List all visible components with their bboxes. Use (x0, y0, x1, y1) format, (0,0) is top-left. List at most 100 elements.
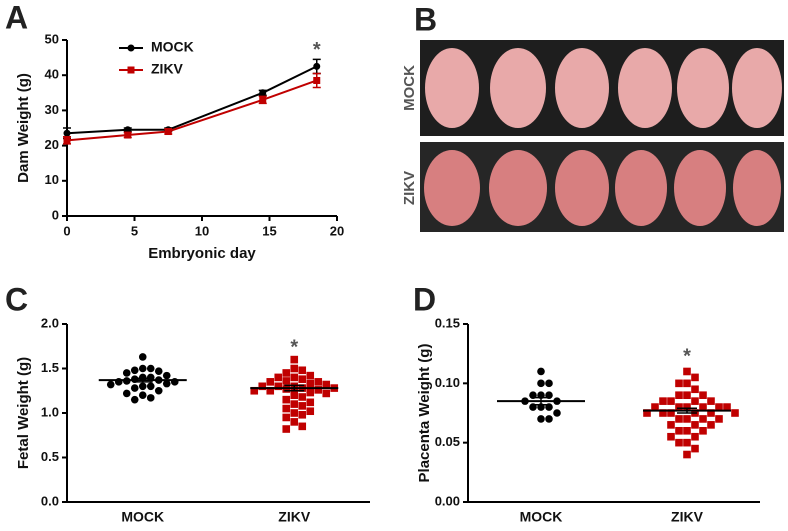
data-point (298, 375, 307, 383)
data-point (683, 415, 691, 423)
data-point (667, 421, 675, 429)
photo-panel: B MOCK ZIKV (401, 1, 784, 232)
data-point (259, 96, 267, 104)
data-point (643, 409, 651, 417)
data-point (691, 432, 699, 441)
data-point (298, 393, 307, 401)
legend-label: MOCK (151, 39, 194, 55)
data-point (675, 403, 683, 411)
data-point (537, 367, 545, 376)
x-tick-label: MOCK (520, 509, 563, 525)
y-tick-label: 0.10 (435, 375, 460, 390)
data-point (282, 377, 291, 385)
data-point (313, 76, 321, 84)
legend-marker (127, 44, 135, 52)
row-label: MOCK (401, 65, 418, 111)
data-point (290, 355, 299, 364)
data-point (731, 409, 739, 417)
x-tick-label: 15 (262, 223, 276, 238)
y-tick-label: 0.15 (435, 315, 460, 330)
data-point (683, 450, 691, 459)
data-point (691, 421, 699, 429)
panel-letter: B (414, 1, 437, 37)
annotation: * (313, 39, 321, 61)
data-point (130, 384, 139, 392)
data-point (130, 366, 139, 375)
y-axis-label: Placenta Weight (g) (416, 344, 433, 483)
data-point (306, 371, 315, 380)
data-point (290, 418, 299, 426)
y-axis-label: Fetal Weight (g) (15, 357, 32, 469)
data-point (290, 400, 299, 408)
x-axis-label: Embryonic day (148, 245, 256, 262)
data-point (306, 388, 315, 397)
y-tick-label: 2.0 (41, 315, 59, 330)
data-point (322, 380, 331, 389)
y-tick-label: 40 (45, 67, 59, 82)
data-point (659, 409, 667, 417)
sem-bar (531, 396, 551, 406)
data-point (282, 404, 291, 413)
data-point (659, 397, 667, 405)
data-point (282, 413, 291, 422)
data-point (290, 373, 299, 382)
data-point (124, 131, 132, 139)
data-point (154, 386, 163, 395)
data-point (146, 364, 155, 373)
data-point (667, 432, 675, 441)
data-point (106, 380, 115, 389)
data-point (675, 415, 683, 423)
data-point (63, 136, 71, 144)
x-tick-label: MOCK (121, 509, 164, 525)
y-tick-label: 0.5 (41, 449, 59, 464)
data-point (707, 397, 715, 405)
panel-letter: D (413, 281, 436, 317)
data-point (715, 403, 723, 411)
annotation: * (683, 346, 691, 368)
x-tick-label: ZIKV (278, 509, 311, 525)
data-point (266, 378, 275, 386)
data-point (537, 415, 545, 423)
legend-label: ZIKV (151, 61, 184, 77)
data-point (282, 369, 291, 377)
data-point (274, 382, 283, 391)
data-point (675, 427, 683, 435)
data-point (122, 369, 131, 377)
y-tick-label: 30 (45, 102, 59, 117)
data-point (683, 403, 691, 411)
data-point (138, 382, 147, 391)
data-point (691, 373, 699, 382)
y-axis-label: Dam Weight (g) (15, 73, 32, 183)
data-point (138, 353, 147, 361)
x-tick-label: 0 (63, 223, 70, 238)
panel-letter: A (5, 0, 28, 35)
data-point (138, 391, 147, 400)
data-point (258, 382, 267, 391)
data-point (667, 397, 675, 405)
y-tick-label: 50 (45, 31, 59, 46)
sem-bar (284, 384, 305, 392)
y-tick-label: 0.0 (41, 493, 59, 508)
annotation: * (290, 336, 298, 358)
data-point (553, 409, 561, 417)
data-point (667, 409, 675, 417)
y-tick-label: 1.0 (41, 404, 59, 419)
data-point (699, 391, 707, 399)
y-tick-label: 0 (52, 207, 59, 222)
data-point (266, 386, 275, 395)
data-point (699, 415, 707, 423)
data-point (314, 386, 323, 394)
data-point (683, 379, 691, 388)
data-point (707, 409, 715, 417)
data-point (707, 421, 715, 429)
data-point (314, 378, 323, 386)
data-point (298, 422, 307, 431)
data-point (164, 128, 172, 136)
legend-marker (127, 66, 135, 74)
data-point (306, 379, 315, 388)
data-point (138, 364, 147, 373)
data-point (691, 385, 699, 394)
data-point (306, 398, 315, 407)
data-point (124, 126, 132, 134)
